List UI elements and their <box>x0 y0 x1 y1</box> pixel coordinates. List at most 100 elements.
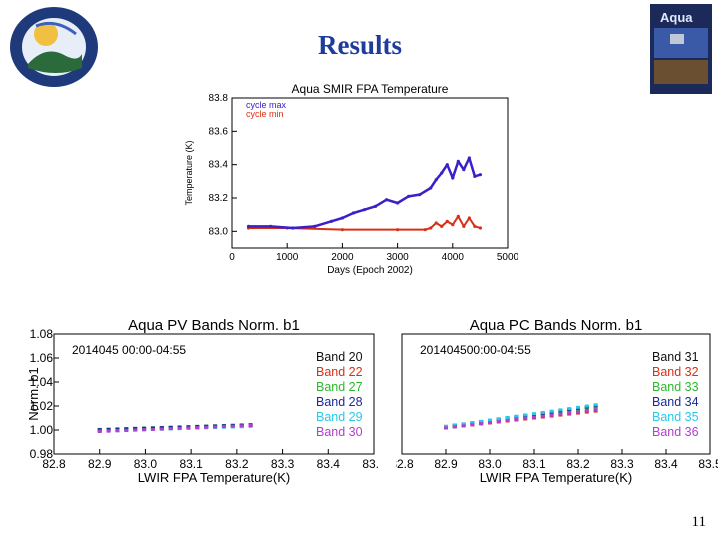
y-tick-label: 83.0 <box>209 226 229 237</box>
data-point-Band-33 <box>576 408 580 412</box>
slide-title: Results <box>317 30 402 60</box>
x-tick-label: 82.9 <box>434 457 458 471</box>
x-tick-label: 83.1 <box>179 457 203 471</box>
data-point-Band-30 <box>195 426 200 430</box>
y-tick-label: 0.98 <box>30 447 54 461</box>
series-point-cycle-min <box>396 228 400 232</box>
x-tick-label: 83.2 <box>225 457 249 471</box>
data-point-Band-30 <box>159 427 164 431</box>
data-point-Band-35 <box>593 403 598 407</box>
series-point-cycle-min <box>445 219 449 223</box>
data-point-Band-36 <box>532 415 536 419</box>
chart-title: Aqua SMIR FPA Temperature <box>292 82 449 96</box>
x-tick-label: 82.9 <box>88 457 112 471</box>
series-point-cycle-max <box>329 219 333 223</box>
data-point-Band-28 <box>115 427 120 431</box>
series-point-cycle-max <box>456 159 460 163</box>
x-tick-label: 83.4 <box>317 457 341 471</box>
series-point-cycle-max <box>313 224 317 228</box>
aqua-poster-label: Aqua <box>660 10 693 25</box>
data-point-Band-35 <box>461 422 466 426</box>
data-point-Band-30 <box>230 424 235 428</box>
data-point-Band-36 <box>540 414 545 418</box>
x-axis-label: LWIR FPA Temperature(K) <box>480 470 632 485</box>
series-point-cycle-max <box>291 226 295 230</box>
y-tick-label: 83.8 <box>209 93 229 104</box>
x-tick-label: 83.0 <box>134 457 158 471</box>
legend-entry: cycle max <box>246 100 287 110</box>
series-point-cycle-min <box>467 216 471 220</box>
data-point-Band-35 <box>470 421 475 425</box>
y-axis-label: Norm. b1 <box>26 367 41 420</box>
series-point-cycle-max <box>407 194 411 198</box>
series-point-cycle-max <box>451 176 455 180</box>
plot-frame <box>231 97 509 249</box>
series-point-cycle-min <box>423 228 427 232</box>
data-point-Band-36 <box>549 413 554 417</box>
pv-bands-chart: Aqua PV Bands Norm. b1 2014045 00:00-04:5… <box>26 317 378 485</box>
data-point-Band-30 <box>248 424 253 427</box>
series-point-cycle-max <box>246 224 251 228</box>
series-point-cycle-max <box>384 198 389 202</box>
data-point-Band-35 <box>505 416 510 420</box>
y-tick-label: 1.02 <box>30 399 54 413</box>
chart-annotation: 2014045 00:00-04:55 <box>72 343 186 357</box>
series-point-cycle-min <box>434 221 438 225</box>
data-point-Band-30 <box>133 428 138 432</box>
data-point-Band-35 <box>452 423 457 427</box>
data-point-Band-30 <box>168 427 173 431</box>
series-point-cycle-max <box>467 156 471 160</box>
series-point-cycle-max <box>373 204 378 208</box>
data-point-Band-35 <box>514 414 519 418</box>
x-tick-label: 83.1 <box>522 457 546 471</box>
series-point-cycle-max <box>445 163 449 167</box>
series-point-cycle-min <box>440 224 444 228</box>
series-point-cycle-min <box>340 228 344 232</box>
data-point-Band-30 <box>142 428 147 432</box>
legend-entry: Band 36 <box>652 425 699 439</box>
series-point-cycle-max <box>473 174 477 178</box>
data-point-Band-35 <box>549 409 554 413</box>
data-point-Band-35 <box>488 418 492 422</box>
legend-entry: Band 30 <box>316 425 363 439</box>
x-tick-label: 83.3 <box>271 457 295 471</box>
x-tick-label: 83.5 <box>362 457 378 471</box>
series-point-cycle-min <box>456 214 460 218</box>
data-point-Band-35 <box>479 419 484 423</box>
legend-entry: cycle min <box>246 109 284 119</box>
series-point-cycle-max <box>351 211 356 215</box>
plot-frame <box>53 333 375 455</box>
mission-patch-logo <box>10 7 98 87</box>
y-axis-label: Temperature (K) <box>184 140 194 205</box>
legend-entry: Band 31 <box>652 350 699 364</box>
series-point-cycle-max <box>340 216 344 220</box>
x-tick-label: 4000 <box>442 252 465 263</box>
y-tick-label: 1.00 <box>30 423 54 437</box>
data-point-Band-30 <box>124 428 129 432</box>
x-tick-label: 82.8 <box>42 457 66 471</box>
data-point-Band-35 <box>558 408 563 412</box>
series-point-cycle-max <box>434 178 438 182</box>
data-point-Band-30 <box>213 425 218 429</box>
legend-entry: Band 34 <box>652 395 699 409</box>
series-point-cycle-max <box>418 193 422 197</box>
x-tick-label: 83.2 <box>566 457 590 471</box>
y-tick-label: 83.4 <box>209 160 229 171</box>
series-point-cycle-max <box>396 201 400 205</box>
data-point-Band-33 <box>584 407 589 411</box>
data-point-Band-36 <box>488 421 492 425</box>
chart-annotation: 201404500:00-04:55 <box>420 343 531 357</box>
data-point-Band-36 <box>505 418 510 422</box>
data-point-Band-33 <box>558 410 563 414</box>
y-tick-label: 1.04 <box>30 375 54 389</box>
data-point-Band-30 <box>177 426 182 430</box>
data-point-Band-35 <box>584 404 589 408</box>
x-tick-label: 82.8 <box>396 457 414 471</box>
page-number: 11 <box>691 514 706 530</box>
pc-bands-chart: Aqua PC Bands Norm. b1 201404500:00-04:55… <box>396 317 718 485</box>
data-point-Band-28 <box>124 427 129 431</box>
x-tick-label: 0 <box>229 252 235 263</box>
data-point-Band-30 <box>221 425 226 429</box>
data-point-Band-36 <box>514 417 519 421</box>
chart-title: Aqua PC Bands Norm. b1 <box>470 317 643 334</box>
